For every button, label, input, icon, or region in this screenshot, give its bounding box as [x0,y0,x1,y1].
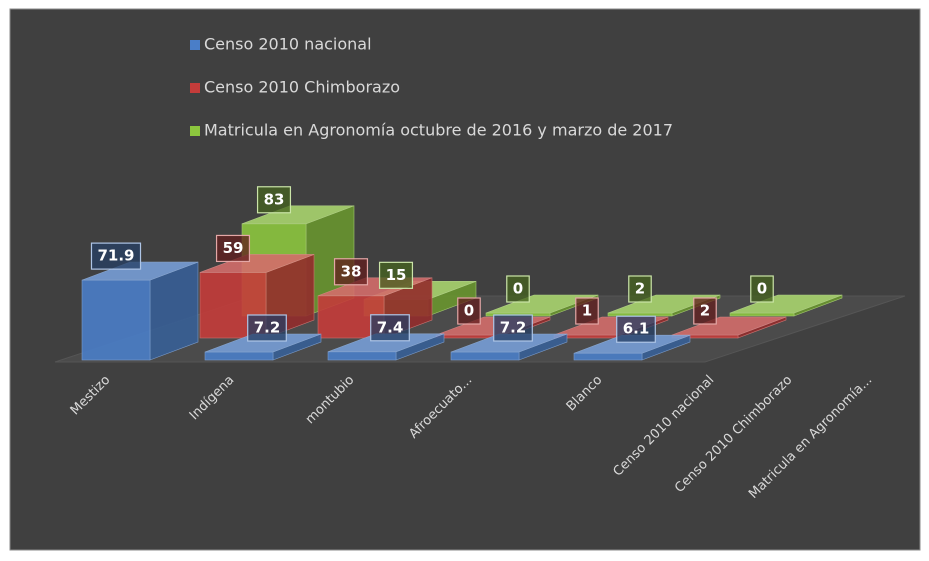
bar-top [450,333,568,353]
value-label: 7.4 [370,314,410,342]
value-label-box [628,275,652,303]
value-label: 0 [457,297,481,325]
value-label-text: 71.9 [97,247,134,265]
legend-swatch [190,40,200,50]
value-label-text: 2 [700,302,710,320]
value-label: 38 [333,258,369,286]
value-label-box [616,315,656,343]
bar [671,316,787,339]
value-label-box [90,242,142,270]
value-label-text: 0 [513,280,523,298]
bar [450,333,568,361]
value-label-text: 2 [635,280,645,298]
bar-front [81,279,151,361]
value-label-box [693,297,717,325]
value-label: 7.2 [247,314,287,342]
value-label-box [750,275,774,303]
value-label-text: 0 [757,280,767,298]
value-label-box [247,314,287,342]
bar-front [573,352,643,361]
bar [327,333,445,361]
value-label: 0 [750,275,774,303]
value-label: 71.9 [90,242,142,270]
value-label: 1 [575,297,599,325]
value-label-text: 7.2 [500,319,527,337]
value-label-box [333,258,369,286]
legend-swatch [190,126,200,136]
bars [81,205,843,361]
bar-front [607,312,673,317]
bar [81,261,199,361]
bar [573,334,691,361]
legend-swatch [190,83,200,93]
value-label-text: 1 [582,302,592,320]
value-label-text: 15 [386,266,407,284]
value-label-text: 83 [264,190,285,208]
bar-front [204,351,274,361]
value-label: 7.2 [493,314,533,342]
value-label-text: 7.4 [377,318,404,336]
legend-label: Censo 2010 nacional [204,35,372,54]
value-label-text: 59 [223,239,244,257]
value-label-box [370,314,410,342]
value-label: 83 [256,186,292,214]
value-label-text: 6.1 [623,320,650,338]
value-label-box [493,314,533,342]
bar-top [573,334,691,354]
bar-front [729,312,795,317]
value-label-text: 7.2 [254,319,281,337]
legend-label: Matricula en Agronomía octubre de 2016 y… [204,121,673,140]
bar-front [450,351,520,361]
value-label-text: 38 [341,262,362,280]
value-label: 0 [506,275,530,303]
value-label: 59 [215,234,251,263]
legend-label: Censo 2010 Chimborazo [204,78,400,97]
value-label-box [575,297,599,325]
value-label-box [215,234,251,263]
value-label-box [256,186,292,214]
value-label-box [378,261,414,289]
value-label-box [506,275,530,303]
legend: Censo 2010 nacional Censo 2010 Chimborazo… [190,35,673,140]
bar-front [327,351,397,361]
bar-top [204,333,322,353]
value-label: 2 [693,297,717,325]
bar [204,333,322,361]
bar-top [327,333,445,353]
value-labels: 83 15 0 2 0 59 38 0 1 2 71.9 7.2 7.4 7.2 6.1 [90,186,774,343]
value-label-box [457,297,481,325]
value-label: 6.1 [616,315,656,343]
value-label: 15 [378,261,414,289]
value-label-text: 0 [464,302,474,320]
value-label: 2 [628,275,652,303]
